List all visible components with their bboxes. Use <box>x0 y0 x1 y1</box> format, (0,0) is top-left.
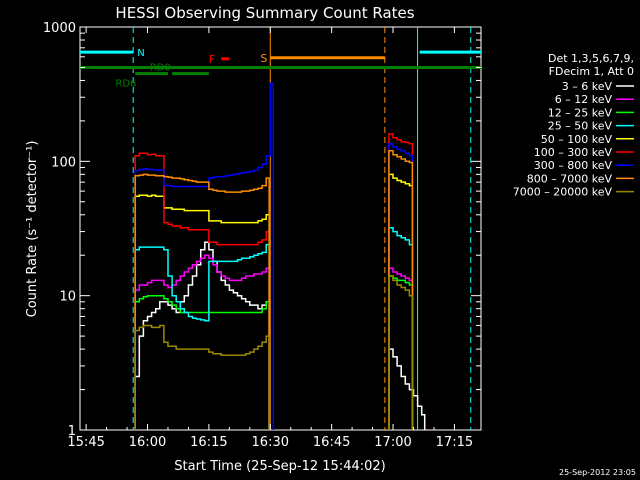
series-line-0-1 <box>388 348 426 430</box>
saa-label: S <box>260 52 267 65</box>
series-layer <box>134 82 426 430</box>
series-line-0-0 <box>134 241 270 430</box>
series-line-5-0 <box>134 152 270 430</box>
series-line-1-1 <box>388 267 414 430</box>
series-6 <box>134 82 414 430</box>
series-line-2-0 <box>134 294 270 430</box>
y-tick-label: 100 <box>51 155 76 170</box>
legend-label: 12 – 25 keV <box>548 106 613 119</box>
x-axis-label: Start Time (25-Sep-12 15:44:02) <box>174 459 385 474</box>
marker-layer: N RD0 RD6 F S <box>80 27 481 430</box>
series-8 <box>134 275 414 430</box>
legend-label: 100 – 300 keV <box>534 146 613 159</box>
series-line-8-1 <box>388 275 414 430</box>
x-tick-label: 16:45 <box>313 435 350 450</box>
axes-layer: 15:45 16:00 16:15 16:30 16:45 17:00 17:15 1 10 10… <box>43 21 481 450</box>
plot-frame <box>79 26 482 431</box>
series-4 <box>134 173 414 430</box>
x-tick-label: 17:15 <box>436 435 473 450</box>
series-5 <box>134 133 414 430</box>
x-tick-label: 17:00 <box>374 435 411 450</box>
legend-label: 25 – 50 keV <box>548 120 613 133</box>
legend-label: 300 – 800 keV <box>534 159 613 172</box>
legend-header-line-2: FDecim 1, Att 0 <box>549 65 634 78</box>
series-1 <box>134 254 414 430</box>
series-0 <box>134 241 426 430</box>
series-line-8-0 <box>134 324 270 430</box>
series-3 <box>134 227 414 430</box>
y-tick-label: 10 <box>59 290 76 305</box>
legend-label: 50 – 100 keV <box>541 133 613 146</box>
night-label: N <box>137 48 144 59</box>
y-tick-label: 1 <box>68 424 76 439</box>
legend-label: 800 – 7000 keV <box>527 172 613 185</box>
series-line-5-1 <box>388 133 414 430</box>
series-line-6-0 <box>134 82 275 430</box>
series-line-7-0 <box>134 173 270 430</box>
series-7 <box>134 149 414 430</box>
legend: Det 1,3,5,6,7,9,FDecim 1, Att 0 3 – 6 keV… <box>513 52 634 199</box>
series-line-7-1 <box>388 149 414 430</box>
legend-label: 3 – 6 keV <box>562 80 613 93</box>
legend-header-line-1: Det 1,3,5,6,7,9, <box>548 52 634 65</box>
chart-title: HESSI Observing Summary Count Rates <box>115 4 414 22</box>
series-line-4-1 <box>388 173 414 430</box>
series-line-4-0 <box>134 194 270 430</box>
x-tick-label: 16:00 <box>129 435 166 450</box>
x-tick-label: 16:30 <box>252 435 289 450</box>
y-tick-label: 1000 <box>43 21 76 36</box>
series-line-3-1 <box>388 227 414 430</box>
x-tick-label: 15:45 <box>67 435 104 450</box>
series-line-3-0 <box>134 243 270 430</box>
legend-label: 6 – 12 keV <box>555 93 613 106</box>
x-tick-label: 16:15 <box>190 435 227 450</box>
series-line-1-0 <box>134 254 270 430</box>
legend-label: 7000 – 20000 keV <box>513 186 613 199</box>
series-line-6-1 <box>388 143 414 430</box>
rd6-label: RD6 <box>115 79 136 90</box>
rd0-label: RD0 <box>150 62 171 73</box>
y-axis-label: Count Rate (s⁻¹ detector⁻¹) <box>25 141 40 318</box>
plot-timestamp: 25-Sep-2012 23:05 <box>559 468 636 477</box>
flare-label: F <box>209 53 215 66</box>
